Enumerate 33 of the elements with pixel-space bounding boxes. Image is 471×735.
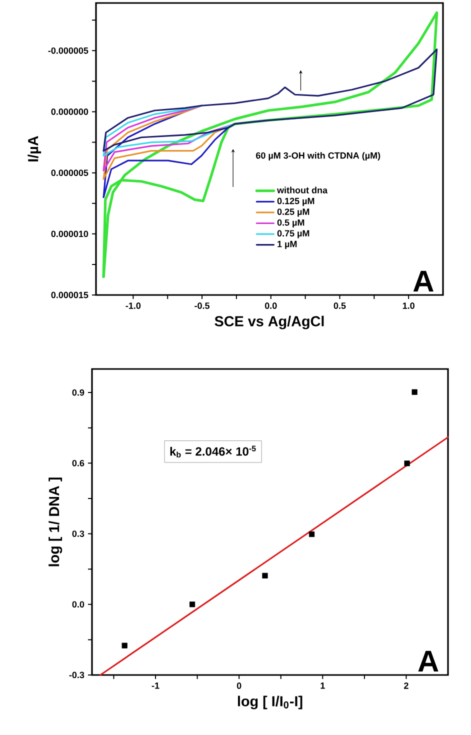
x-tick-label: 1 [320,682,325,689]
legend-label: 0.125 µM [277,198,314,206]
y-tick-label: 0.9 [72,389,84,396]
y-tick-label: 0.6 [72,460,84,466]
annotation: A [413,270,434,292]
y-axis-title: log [ 1/ DNA ] [48,478,62,566]
annotation: k$_{b}$ = 2.046× 10$^{-5}$ [170,446,256,458]
y-tick-label: -0.000005 [48,47,88,54]
y-tick-label: 0.000005 [51,170,88,176]
legend-title: 60 µM 3-OH with CTDNA (µM) [256,152,380,160]
x-tick-label: -1 [152,682,160,689]
legend-label: 0.5 µM [277,219,304,228]
legend-label: 0.75 µM [277,230,310,238]
y-tick-label: 0.3 [72,530,84,537]
x-tick-label: -0.5 [194,302,210,309]
y-tick-label: 0.000010 [51,230,88,238]
y-tick-label: -0.3 [69,672,84,678]
x-tick-label: 2 [404,682,408,689]
y-axis-title: I/µA [28,136,42,162]
x-tick-label: 1.0 [402,302,414,309]
x-tick-label: 0 [236,682,242,689]
y-tick-label: 0.000015 [51,292,88,298]
y-tick-label: 0.000000 [51,108,88,115]
annotation: A [418,650,438,672]
x-axis-title: SCE vs Ag/AgCl [214,316,324,330]
legend-label: without dna [276,186,328,194]
x-tick-label: 0.5 [334,302,346,309]
x-tick-label: 0.0 [264,302,277,309]
legend-label: 0.25 µM [277,208,310,217]
x-tick-label: -1.0 [126,302,141,309]
y-tick-label: 0.0 [72,601,84,608]
x-axis-title: log [ I/I$_{0}$-I] [238,696,302,710]
legend-label: 1 µM [278,240,297,249]
